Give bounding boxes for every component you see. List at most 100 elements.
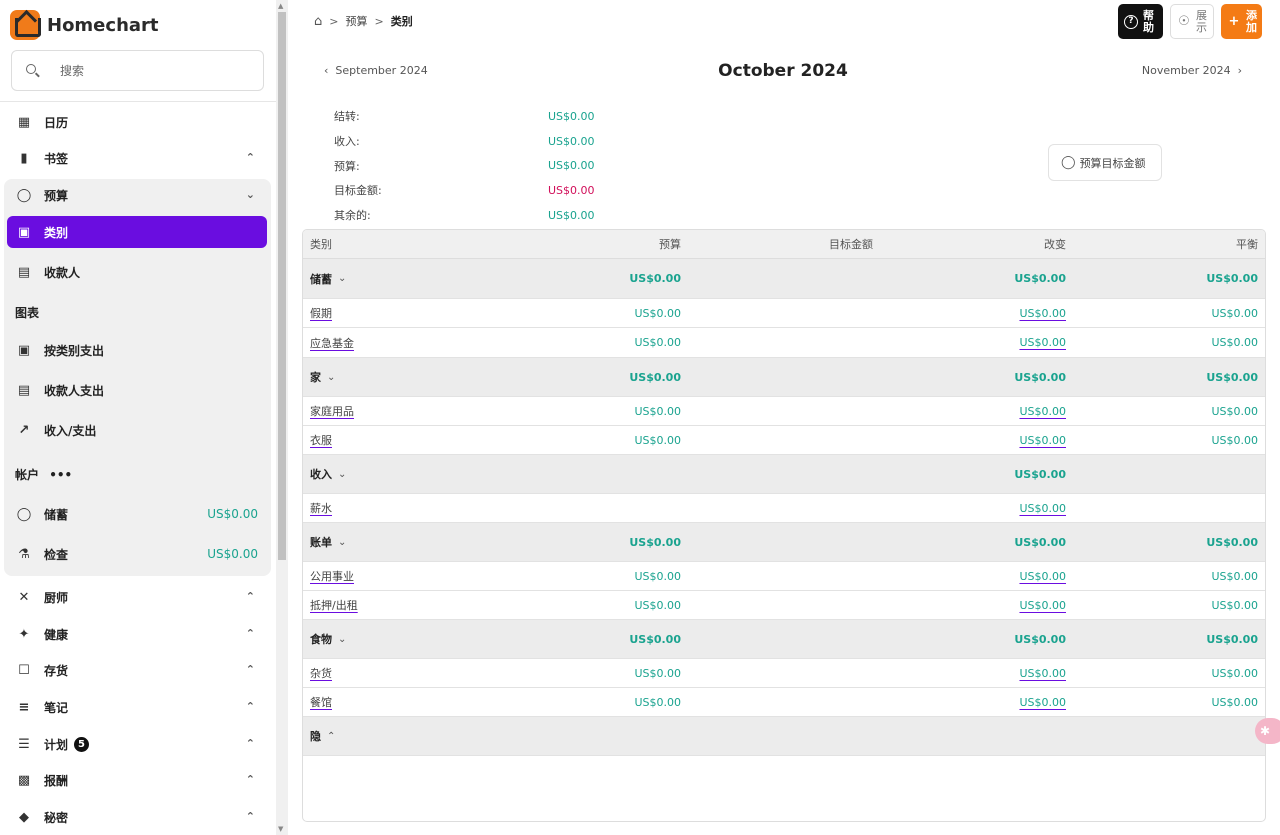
chevron-down-icon[interactable]: ⌄ xyxy=(338,536,347,548)
sidebar-item-cook[interactable]: ✕ 厨师 ⌃ xyxy=(7,581,267,613)
category-name-link[interactable]: 家庭用品 xyxy=(310,405,354,418)
scrollbar-thumb[interactable] xyxy=(278,12,286,560)
category-name-cell[interactable]: 假期 xyxy=(310,299,332,327)
table-group-row[interactable]: 账单 ⌄ US$0.00 US$0.00 US$0.00 xyxy=(303,523,1265,562)
change-value[interactable]: US$0.00 xyxy=(1019,598,1066,612)
table-group-row[interactable]: 收入 ⌄ US$0.00 xyxy=(303,455,1265,494)
sidebar-item-payees[interactable]: ▤ 收款人 xyxy=(7,256,267,288)
breadcrumb-budget[interactable]: 预算 xyxy=(345,15,368,28)
translate-icon[interactable]: ✱ xyxy=(1255,718,1280,744)
chevron-up-icon[interactable]: ⌃ xyxy=(245,590,255,603)
chevron-down-icon[interactable]: ⌄ xyxy=(338,273,347,284)
summary-row-budget: 预算: US$0.00 xyxy=(334,153,595,178)
sidebar-item-account-checking[interactable]: ⚗ 检查 US$0.00 xyxy=(7,538,267,570)
table-row[interactable]: 餐馆 US$0.00 US$0.00 US$0.00 xyxy=(303,688,1265,717)
scroll-down-icon[interactable]: ▼ xyxy=(278,825,284,833)
category-name-link[interactable]: 公用事业 xyxy=(310,570,354,583)
prev-month-link[interactable]: ‹ September 2024 xyxy=(324,64,428,77)
sidebar-item-health[interactable]: ✦ 健康 ⌃ xyxy=(7,618,267,650)
chevron-up-icon[interactable]: ⌃ xyxy=(245,810,255,823)
column-header-balance[interactable]: 平衡 xyxy=(1236,238,1258,251)
chevron-up-icon[interactable]: ⌃ xyxy=(327,730,336,742)
table-row[interactable]: 家庭用品 US$0.00 US$0.00 US$0.00 xyxy=(303,397,1265,426)
category-name-link[interactable]: 杂货 xyxy=(310,667,332,680)
sidebar-item-budget[interactable]: ◯ 预算 ⌄ xyxy=(7,179,267,211)
more-icon[interactable]: ••• xyxy=(49,468,73,482)
next-month-link[interactable]: November 2024 › xyxy=(1142,64,1242,77)
change-value[interactable]: US$0.00 xyxy=(1019,433,1066,447)
category-name-cell[interactable]: 抵押/出租 xyxy=(310,591,358,619)
sidebar-item-categories[interactable]: ▣ 类别 xyxy=(7,216,267,248)
column-header-target[interactable]: 目标金额 xyxy=(829,238,873,251)
category-name-cell[interactable]: 杂货 xyxy=(310,659,332,687)
table-row[interactable]: 衣服 US$0.00 US$0.00 US$0.00 xyxy=(303,426,1265,455)
sidebar-item-chart-by-payee[interactable]: ▤ 收款人支出 xyxy=(7,374,267,406)
category-name-link[interactable]: 餐馆 xyxy=(310,696,332,709)
change-value[interactable]: US$0.00 xyxy=(1019,404,1066,418)
brand[interactable]: Homechart xyxy=(10,10,159,40)
sidebar-item-chart-by-category[interactable]: ▣ 按类别支出 xyxy=(7,334,267,366)
category-name-link[interactable]: 衣服 xyxy=(310,434,332,447)
table-group-row[interactable]: 隐 ⌃ xyxy=(303,717,1265,756)
home-icon[interactable]: ⌂ xyxy=(314,13,323,29)
help-button[interactable]: ? 帮助 xyxy=(1118,4,1163,39)
category-name-cell[interactable]: 应急基金 xyxy=(310,328,354,357)
chevron-up-icon[interactable]: ⌃ xyxy=(245,773,255,786)
sidebar-item-rewards[interactable]: ▩ 报酬 ⌃ xyxy=(7,764,267,796)
sidebar-item-plan[interactable]: ☰ 计划 5 ⌃ xyxy=(7,728,267,760)
change-value[interactable]: US$0.00 xyxy=(1019,501,1066,515)
sidebar-item-notes[interactable]: ≡ 笔记 ⌃ xyxy=(7,691,267,723)
search-input[interactable] xyxy=(60,63,240,78)
column-header-budget[interactable]: 预算 xyxy=(659,238,681,251)
table-group-row[interactable]: 食物 ⌄ US$0.00 US$0.00 US$0.00 xyxy=(303,620,1265,659)
chevron-down-icon[interactable]: ⌄ xyxy=(245,188,255,201)
table-row[interactable]: 薪水 US$0.00 xyxy=(303,494,1265,523)
table-row[interactable]: 抵押/出租 US$0.00 US$0.00 US$0.00 xyxy=(303,591,1265,620)
category-name-cell[interactable]: 衣服 xyxy=(310,426,332,454)
scroll-up-icon[interactable]: ▲ xyxy=(278,2,284,10)
category-name-cell[interactable]: 餐馆 xyxy=(310,688,332,716)
chevron-down-icon[interactable]: ⌄ xyxy=(327,371,336,383)
chevron-up-icon[interactable]: ⌃ xyxy=(245,627,255,640)
table-row[interactable]: 杂货 US$0.00 US$0.00 US$0.00 xyxy=(303,659,1265,688)
table-row[interactable]: 应急基金 US$0.00 US$0.00 US$0.00 xyxy=(303,328,1265,358)
sidebar-item-calendar[interactable]: ▦ 日历 xyxy=(7,106,267,138)
category-name-link[interactable]: 薪水 xyxy=(310,502,332,515)
sidebar-item-inventory[interactable]: ☐ 存货 ⌃ xyxy=(7,654,267,686)
chevron-up-icon[interactable]: ⌃ xyxy=(245,663,255,676)
change-value[interactable]: US$0.00 xyxy=(1019,666,1066,680)
sidebar-scrollbar[interactable]: ▲ ▼ xyxy=(276,0,288,835)
sidebar-item-bookmarks[interactable]: ▮ 书签 ⌃ xyxy=(7,142,267,174)
sidebar-item-income-expense[interactable]: ↗ 收入/支出 xyxy=(7,414,267,446)
change-value[interactable]: US$0.00 xyxy=(1019,695,1066,709)
category-name-link[interactable]: 抵押/出租 xyxy=(310,599,358,612)
budget-value: US$0.00 xyxy=(634,404,681,418)
category-name-link[interactable]: 应急基金 xyxy=(310,336,354,350)
column-header-category[interactable]: 类别 xyxy=(310,238,332,251)
table-row[interactable]: 公用事业 US$0.00 US$0.00 US$0.00 xyxy=(303,562,1265,591)
column-header-change[interactable]: 改变 xyxy=(1044,238,1066,251)
sidebar-item-secrets[interactable]: ◆ 秘密 ⌃ xyxy=(7,801,267,833)
chevron-down-icon[interactable]: ⌄ xyxy=(338,633,347,645)
budget-target-button[interactable]: ◯ 预算目标金额 xyxy=(1048,144,1162,181)
change-value[interactable]: US$0.00 xyxy=(1019,569,1066,583)
category-name-cell[interactable]: 家庭用品 xyxy=(310,397,354,425)
chevron-up-icon[interactable]: ⌃ xyxy=(245,737,255,750)
chevron-up-icon[interactable]: ⌃ xyxy=(245,700,255,713)
add-button[interactable]: + 添加 xyxy=(1221,4,1262,39)
table-row[interactable]: 假期 US$0.00 US$0.00 US$0.00 xyxy=(303,299,1265,328)
table-group-row[interactable]: 储蓄 ⌄ US$0.00 US$0.00 US$0.00 xyxy=(303,259,1265,299)
table-group-row[interactable]: 家 ⌄ US$0.00 US$0.00 US$0.00 xyxy=(303,358,1265,397)
chevron-down-icon[interactable]: ⌄ xyxy=(338,468,347,480)
category-name-link[interactable]: 假期 xyxy=(310,307,332,320)
balance-cell: US$0.00 xyxy=(1206,523,1258,561)
search-box[interactable] xyxy=(11,50,264,91)
change-value[interactable]: US$0.00 xyxy=(1019,306,1066,320)
change-value[interactable]: US$0.00 xyxy=(1019,336,1066,349)
sidebar-item-account-savings[interactable]: ◯ 储蓄 US$0.00 xyxy=(7,498,267,530)
show-button-label: 展示 xyxy=(1196,8,1207,34)
chevron-up-icon[interactable]: ⌃ xyxy=(245,151,255,164)
category-name-cell[interactable]: 公用事业 xyxy=(310,562,354,590)
category-name-cell[interactable]: 薪水 xyxy=(310,494,332,522)
show-button[interactable]: ☉ 展示 xyxy=(1170,4,1214,39)
